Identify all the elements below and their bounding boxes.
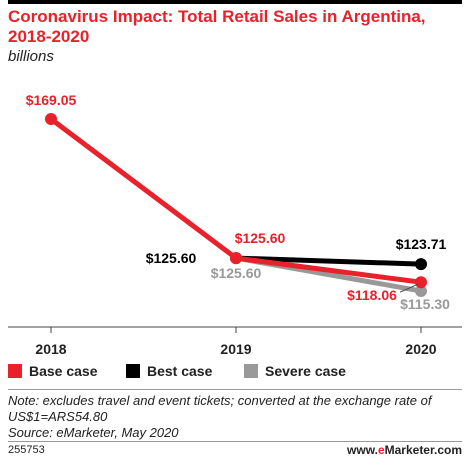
brand-suffix: Marketer.com (384, 443, 462, 457)
series-line-best-case (233, 255, 424, 267)
point-base-case-2020 (415, 276, 427, 289)
bottom-divider (8, 441, 462, 442)
footer-notes: Note: excludes travel and event tickets;… (8, 393, 464, 441)
line-chart: 2018 2019 2020 $125.60 $123.71 $125.60 $115.3… (8, 92, 462, 357)
legend-swatch-severe-case (244, 364, 258, 378)
data-label-base-case-2018: $169.05 (26, 92, 77, 108)
legend-swatch-best-case (126, 364, 140, 378)
brand-e: e (377, 443, 385, 457)
brand-link[interactable]: www.eMarketer.com (347, 443, 462, 457)
chart-title: Coronavirus Impact: Total Retail Sales i… (8, 7, 426, 46)
leader-line-base-case-2020 (399, 283, 419, 293)
data-label-base-case-2020: $118.06 (347, 287, 397, 303)
legend-item-severe-case: Severe case (244, 363, 384, 379)
top-rule (8, 0, 462, 4)
legend-item-base-case: Base case (8, 363, 126, 379)
point-severe-case-2020 (415, 285, 427, 297)
legend-item-best-case: Best case (126, 363, 244, 379)
data-label-severe-case-2020: $115.30 (400, 296, 450, 312)
legend-label-base-case: Base case (29, 363, 98, 379)
legend-swatch-base-case (8, 364, 22, 378)
data-label-best-case-2019: $125.60 (146, 250, 197, 266)
note-line-1: Note: excludes travel and event tickets;… (8, 393, 432, 408)
legend-label-best-case: Best case (147, 363, 213, 379)
point-base-case-2018 (45, 113, 57, 125)
note-line-2: US$1=ARS54.80 (8, 409, 108, 424)
data-label-severe-case-2019: $125.60 (211, 265, 262, 281)
footer-divider (8, 389, 462, 390)
point-base-case-2019 (230, 252, 242, 265)
point-best-case-2020 (415, 258, 427, 271)
chart-subtitle: billions (8, 48, 54, 65)
legend: Base case Best case Severe case (8, 363, 384, 379)
chart-id: 255753 (8, 444, 45, 456)
x-tick-label-2020: 2020 (405, 341, 436, 357)
x-tick-label-2019: 2019 (220, 341, 251, 357)
source-line: Source: eMarketer, May 2020 (8, 425, 179, 440)
legend-label-severe-case: Severe case (265, 363, 346, 379)
brand-prefix: www. (347, 443, 378, 457)
x-tick-label-2018: 2018 (35, 341, 66, 357)
data-label-base-case-2019: $125.60 (235, 230, 286, 246)
data-label-best-case-2020: $123.71 (396, 236, 447, 252)
